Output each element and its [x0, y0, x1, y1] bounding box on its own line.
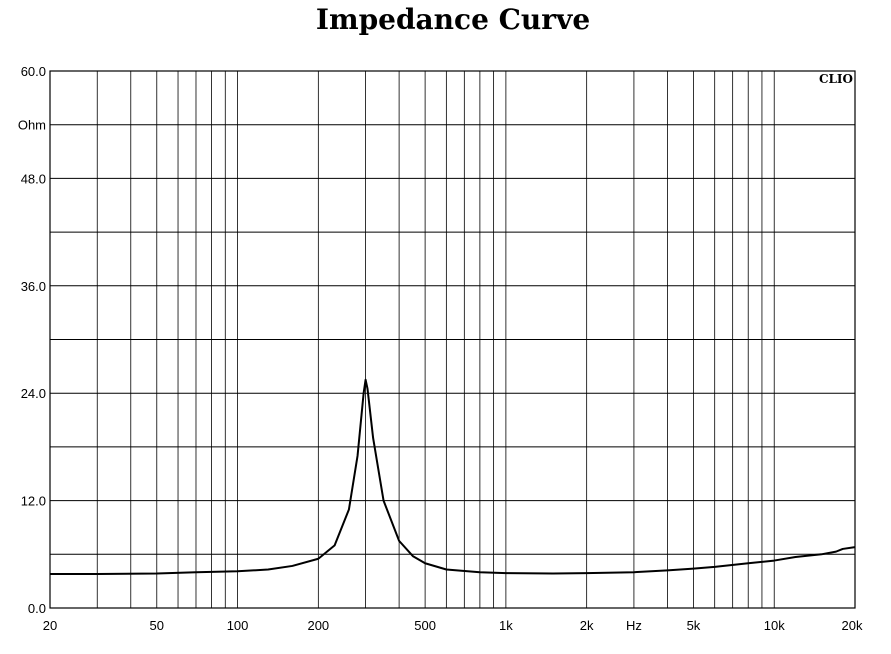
- impedance-series-line: [50, 378, 856, 575]
- y-unit-label: Ohm: [18, 118, 46, 133]
- y-tick-label: 12.0: [21, 494, 46, 509]
- x-tick-label: 200: [307, 618, 329, 633]
- x-tick-label: 5k: [687, 618, 701, 633]
- x-tick-label: 50: [150, 618, 164, 633]
- x-tick-label: 2k: [580, 618, 594, 633]
- x-tick-label: 20: [43, 618, 57, 633]
- y-tick-label: 48.0: [21, 171, 46, 186]
- grid: [50, 71, 855, 608]
- plot-frame: [49, 70, 856, 609]
- x-tick-label: 20k: [842, 618, 863, 633]
- y-tick-label: 36.0: [21, 279, 46, 294]
- y-axis-ticks: 0.0 12.0 24.0 36.0 48.0 60.0: [21, 64, 46, 616]
- y-tick-label: 60.0: [21, 64, 46, 79]
- x-tick-label: 1k: [499, 618, 513, 633]
- x-tick-label: 10k: [764, 618, 785, 633]
- brand-label: CLIO: [819, 72, 853, 86]
- y-tick-label: 0.0: [28, 601, 46, 616]
- y-tick-label: 24.0: [21, 386, 46, 401]
- x-axis-ticks: 20 50 100 200 500 1k 2k 5k 10k 20k: [43, 618, 863, 633]
- x-tick-label: 100: [227, 618, 249, 633]
- x-tick-label: 500: [414, 618, 436, 633]
- x-unit-label: Hz: [626, 618, 642, 633]
- chart-title: Impedance Curve: [316, 3, 590, 36]
